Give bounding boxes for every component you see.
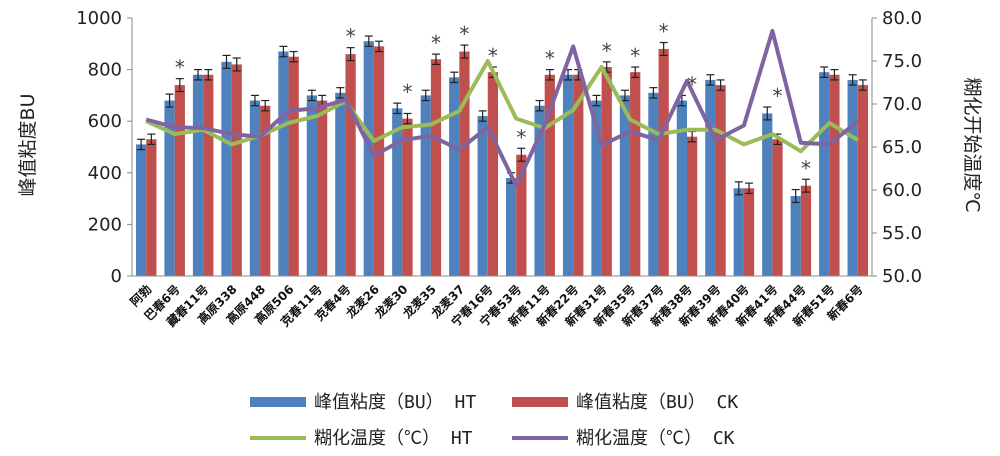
bar-ht bbox=[164, 100, 175, 276]
bar-ht bbox=[278, 51, 289, 276]
bar-ck bbox=[857, 85, 869, 276]
bar-ht bbox=[619, 95, 631, 277]
legend: 峰值粘度（BU） HT 峰值粘度（BU） CK 糊化温度（℃） HT 糊化温度（℃） … bbox=[250, 392, 738, 449]
bar-ck bbox=[573, 74, 584, 276]
legend-label: 糊化温度（℃） CK bbox=[576, 428, 735, 449]
bar-ht bbox=[562, 74, 574, 276]
bar-ck bbox=[516, 154, 527, 276]
significance-star: * bbox=[630, 44, 640, 68]
bar-ht bbox=[249, 100, 261, 276]
significance-star: * bbox=[516, 125, 526, 149]
bar-ht bbox=[676, 100, 687, 276]
bar-ck bbox=[772, 139, 783, 276]
line-ck bbox=[145, 28, 860, 188]
right-tick-label: 55.0 bbox=[882, 223, 922, 244]
bar-ck bbox=[146, 139, 157, 276]
y-axis-left-title: 峰值粘度BU bbox=[17, 94, 39, 197]
bar-ck bbox=[430, 59, 442, 276]
legend-label: 糊化温度（℃） HT bbox=[314, 428, 473, 449]
significance-star: * bbox=[602, 39, 612, 63]
right-axis-ticks: 50.0 55.0 60.0 65.0 70.0 75.0 80.0 bbox=[872, 8, 922, 287]
bar-ck bbox=[345, 54, 356, 277]
legend-swatch bbox=[512, 397, 568, 407]
y-axis-right-title: 糊化开始温度℃ bbox=[961, 77, 983, 212]
right-tick-label: 75.0 bbox=[882, 51, 922, 72]
bar-ht bbox=[449, 77, 460, 276]
bar-ht bbox=[363, 41, 374, 276]
bar-ht bbox=[477, 116, 488, 276]
error-bars bbox=[137, 35, 867, 204]
bar-ht bbox=[505, 177, 517, 276]
significance-star: * bbox=[801, 156, 811, 180]
bar-ck bbox=[601, 67, 612, 277]
bar-ht bbox=[534, 105, 545, 276]
bar-ck bbox=[544, 74, 555, 276]
left-axis-ticks: 0 200 400 600 800 1000 bbox=[76, 8, 132, 287]
bar-ht bbox=[790, 196, 801, 276]
bar-ht bbox=[306, 95, 317, 277]
right-tick-label: 50.0 bbox=[882, 266, 922, 287]
left-tick-label: 0 bbox=[111, 266, 122, 287]
significance-star: * bbox=[431, 31, 441, 55]
right-tick-label: 70.0 bbox=[882, 94, 922, 115]
bar-ht bbox=[705, 79, 716, 276]
bar-ck bbox=[402, 118, 413, 277]
bar-ck bbox=[687, 136, 698, 276]
significance-star: * bbox=[773, 84, 783, 108]
significance-star: * bbox=[687, 72, 697, 96]
bar-ht bbox=[847, 79, 858, 276]
significance-star: * bbox=[459, 22, 469, 46]
bar-ht bbox=[762, 113, 773, 277]
category-labels: 阿勃巴春6号藏春11号高原338高原448高原506克春11号克春4号龙麦26龙… bbox=[127, 282, 866, 330]
significance-star: * bbox=[175, 56, 185, 80]
bar-ck bbox=[800, 185, 812, 276]
bar-ck bbox=[743, 188, 755, 276]
left-tick-label: 800 bbox=[88, 60, 122, 81]
legend-label: 峰值粘度（BU） CK bbox=[576, 392, 738, 413]
bar-ck bbox=[715, 85, 726, 276]
bar-ck bbox=[630, 72, 641, 277]
significance-star: * bbox=[659, 20, 669, 44]
right-tick-label: 60.0 bbox=[882, 180, 922, 201]
significance-star: * bbox=[403, 80, 413, 104]
bar-ck bbox=[487, 72, 499, 277]
legend-label: 峰值粘度（BU） HT bbox=[314, 392, 476, 413]
left-tick-label: 600 bbox=[88, 111, 122, 132]
bar-ht bbox=[420, 95, 431, 277]
lines bbox=[145, 28, 860, 188]
bar-ht bbox=[591, 100, 602, 276]
right-tick-label: 80.0 bbox=[882, 8, 922, 29]
left-tick-label: 200 bbox=[88, 214, 122, 235]
bar-ck bbox=[829, 74, 840, 276]
bar-ht bbox=[392, 108, 403, 276]
left-tick-label: 1000 bbox=[76, 8, 122, 29]
significance-star: * bbox=[488, 44, 498, 68]
bar-ck bbox=[459, 51, 470, 276]
significance-star: * bbox=[346, 25, 356, 49]
bars bbox=[135, 41, 869, 277]
bar-ht bbox=[819, 72, 830, 277]
bar-ck bbox=[373, 46, 385, 276]
bar-ck bbox=[231, 64, 242, 276]
bar-ck bbox=[317, 100, 328, 276]
bar-ht bbox=[648, 92, 659, 276]
bar-ck bbox=[260, 105, 271, 276]
bar-ht bbox=[335, 92, 346, 276]
bar-ht bbox=[221, 61, 232, 276]
bar-ck bbox=[658, 48, 669, 277]
right-tick-label: 65.0 bbox=[882, 137, 922, 158]
significance-star: * bbox=[545, 47, 555, 71]
bar-ck bbox=[174, 85, 185, 276]
bar-ck bbox=[288, 56, 299, 277]
left-tick-label: 400 bbox=[88, 163, 122, 184]
bar-ht bbox=[733, 188, 744, 276]
bar-ht bbox=[135, 144, 147, 276]
legend-swatch bbox=[250, 397, 306, 407]
significance-marks: * * * * * * * * * * * * * * bbox=[175, 20, 811, 181]
bar-ht bbox=[192, 74, 204, 276]
bar-ck bbox=[203, 74, 214, 276]
